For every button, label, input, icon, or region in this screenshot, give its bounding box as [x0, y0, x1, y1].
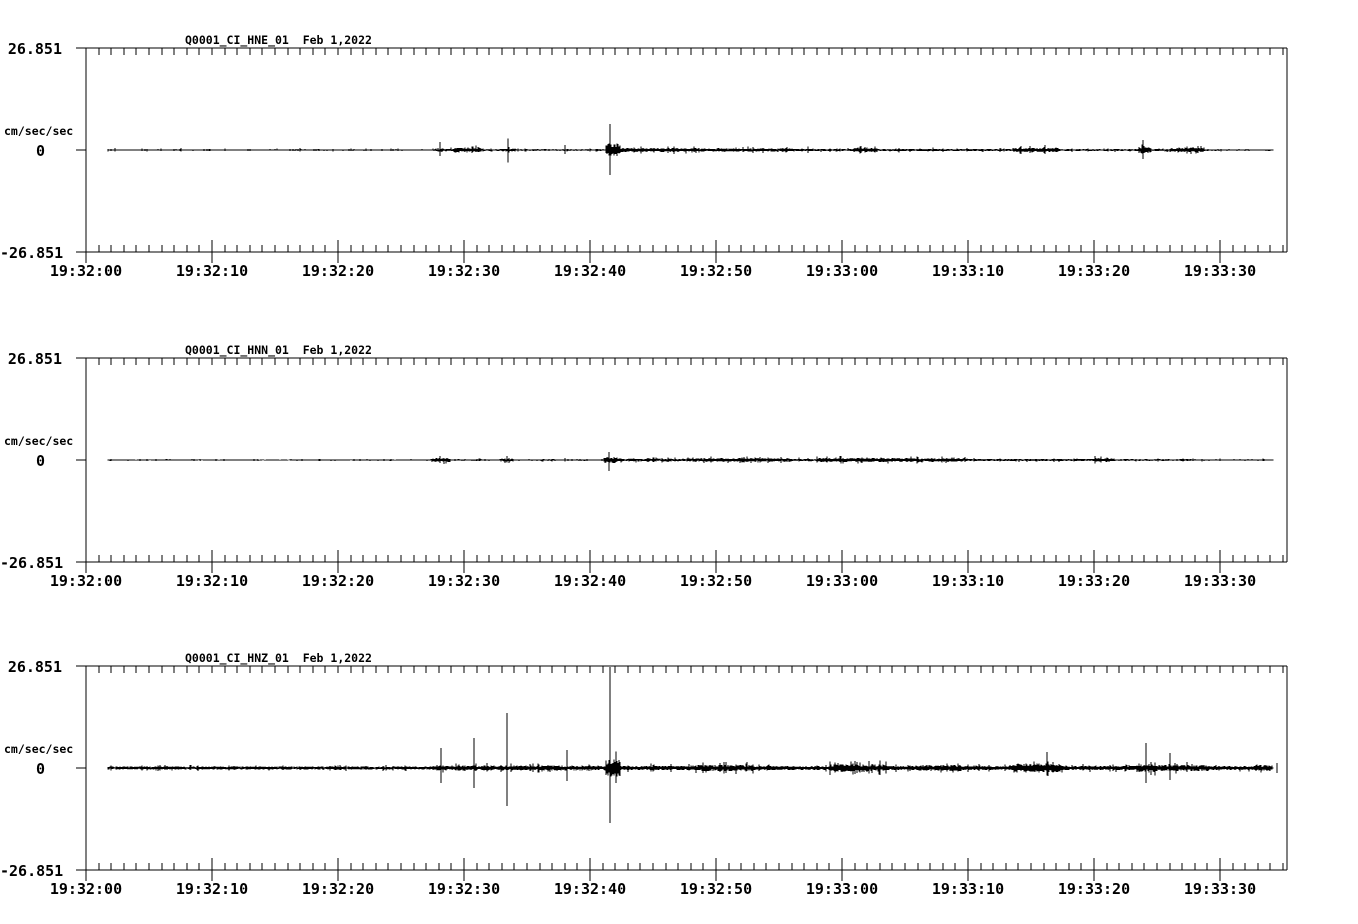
x-tick-label: 19:32:00 [49, 262, 123, 280]
y-max-label: 26.851 [7, 658, 62, 676]
y-min-label: -26.851 [0, 862, 64, 880]
x-tick-label: 19:33:00 [805, 572, 879, 590]
trace-title: Q0001_CI_HNZ_01 Feb 1,2022 [185, 651, 372, 665]
x-tick-label: 19:33:20 [1057, 572, 1131, 590]
x-tick-label: 19:32:10 [175, 880, 249, 898]
x-tick-label: 19:32:30 [427, 572, 501, 590]
trace-title: Q0001_CI_HNN_01 Feb 1,2022 [185, 343, 372, 357]
x-tick-label: 19:33:20 [1057, 880, 1131, 898]
x-tick-label: 19:32:30 [427, 880, 501, 898]
x-tick-label: 19:33:30 [1183, 880, 1257, 898]
x-tick-label: 19:33:20 [1057, 262, 1131, 280]
x-tick-label: 19:32:10 [175, 262, 249, 280]
seismic-trace [107, 452, 1274, 471]
y-axis-unit-label: cm/sec/sec [4, 124, 74, 138]
y-min-label: -26.851 [0, 554, 64, 572]
x-tick-label: 19:33:10 [931, 262, 1005, 280]
x-tick-label: 19:32:30 [427, 262, 501, 280]
y-axis-unit-label: cm/sec/sec [4, 434, 74, 448]
x-tick-label: 19:32:40 [553, 262, 627, 280]
trace-title: Q0001_CI_HNE_01 Feb 1,2022 [185, 33, 372, 47]
y-max-label: 26.851 [7, 40, 62, 58]
y-min-label: -26.851 [0, 244, 64, 262]
seismic-trace [107, 667, 1278, 824]
y-zero-label: 0 [35, 142, 45, 160]
x-tick-label: 19:33:30 [1183, 262, 1257, 280]
x-tick-label: 19:32:50 [679, 880, 753, 898]
x-tick-label: 19:33:00 [805, 880, 879, 898]
x-tick-label: 19:33:30 [1183, 572, 1257, 590]
x-tick-label: 19:32:20 [301, 572, 375, 590]
x-tick-label: 19:32:50 [679, 262, 753, 280]
x-tick-label: 19:33:10 [931, 572, 1005, 590]
x-tick-label: 19:32:20 [301, 880, 375, 898]
x-tick-label: 19:32:40 [553, 880, 627, 898]
x-tick-label: 19:32:00 [49, 880, 123, 898]
y-zero-label: 0 [35, 760, 45, 778]
x-tick-label: 19:33:00 [805, 262, 879, 280]
x-tick-label: 19:32:00 [49, 572, 123, 590]
x-tick-label: 19:32:50 [679, 572, 753, 590]
seismic-trace [107, 124, 1274, 176]
x-tick-label: 19:32:10 [175, 572, 249, 590]
y-max-label: 26.851 [7, 350, 62, 368]
x-tick-label: 19:33:10 [931, 880, 1005, 898]
x-tick-label: 19:32:20 [301, 262, 375, 280]
y-axis-unit-label: cm/sec/sec [4, 742, 74, 756]
y-zero-label: 0 [35, 452, 45, 470]
x-tick-label: 19:32:40 [553, 572, 627, 590]
